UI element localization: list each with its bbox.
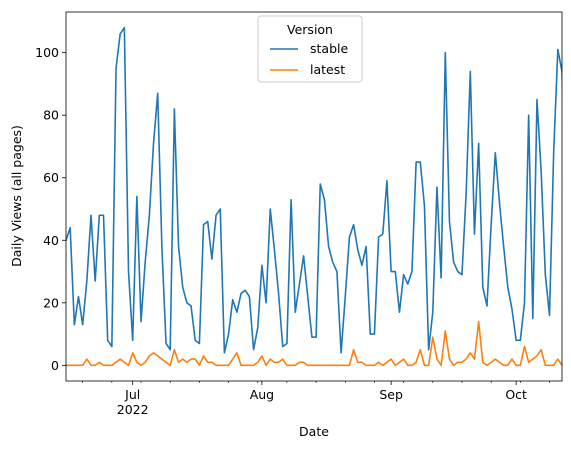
axes-frame (65, 11, 563, 382)
legend-label-stable: stable (310, 41, 348, 56)
x-axis-label: Date (299, 424, 329, 439)
y-axis-label: Daily Views (all pages) (9, 125, 24, 267)
y-tick-label: 40 (43, 233, 59, 248)
x-tick-label: Jul (124, 387, 140, 402)
legend-box (257, 15, 363, 83)
legend-title: Version (287, 22, 333, 37)
plot-area (65, 11, 563, 382)
y-tick-label: 60 (43, 170, 59, 185)
series-line-stable (66, 26, 562, 354)
y-tick-label: 100 (35, 45, 59, 60)
series-lines (66, 26, 562, 367)
x-tick-year-label: 2022 (117, 402, 149, 417)
x-tick-label: Oct (505, 387, 527, 402)
legend-label-latest: latest (310, 62, 345, 77)
x-tick-label: Sep (379, 387, 403, 402)
y-tick-label: 80 (43, 108, 59, 123)
y-axis: 0 20 40 60 80 100 (35, 45, 66, 373)
y-tick-label: 20 (43, 295, 59, 310)
series-line-latest (66, 320, 562, 367)
legend: Version stable latest (257, 15, 363, 83)
y-tick-label: 0 (51, 358, 59, 373)
x-tick-label: Aug (250, 387, 274, 402)
